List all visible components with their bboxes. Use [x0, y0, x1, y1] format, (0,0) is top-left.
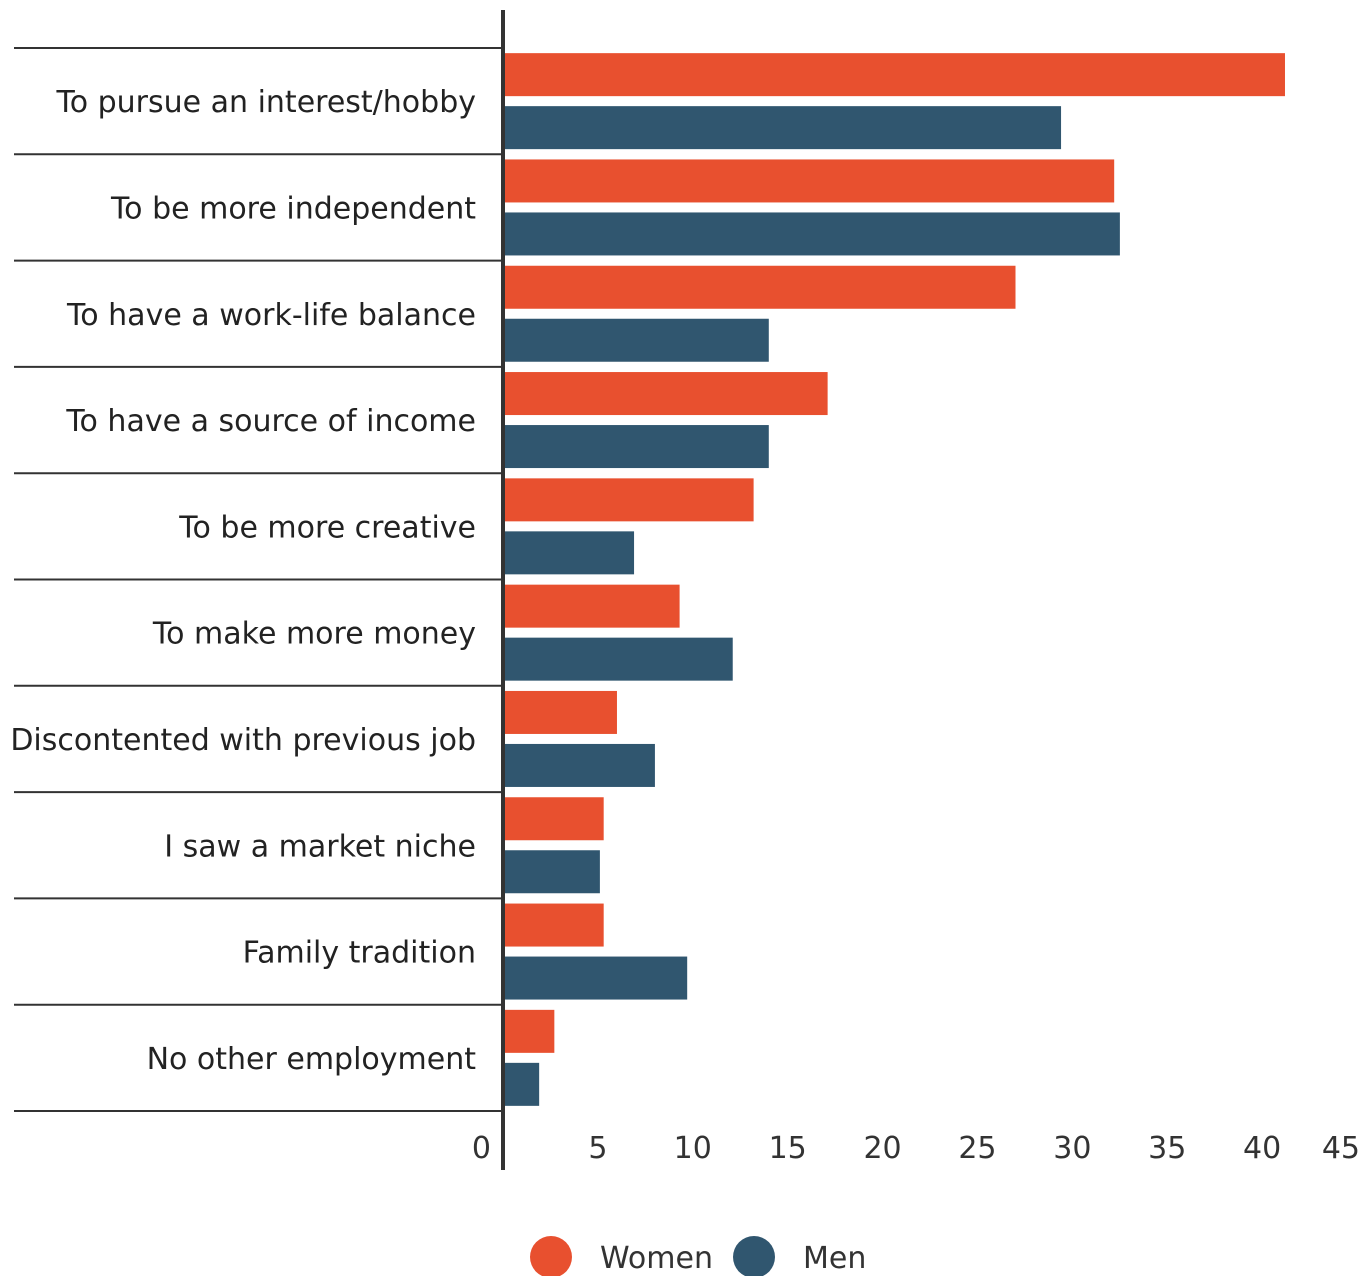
legend: Women Men: [530, 1236, 866, 1276]
bar-men-9: [505, 1062, 540, 1106]
category-separators: [14, 47, 503, 1112]
bar-women-9: [505, 1009, 555, 1053]
legend-label: Men: [803, 1241, 866, 1276]
x-tick-labels: 0 5 10 15 20 25 30 35 40 45: [472, 1131, 1360, 1166]
legend-item-men: Men: [733, 1236, 866, 1276]
bar-women-0: [505, 53, 1285, 97]
bar-men-8: [505, 956, 688, 1000]
category-label: To be more independent: [110, 191, 476, 226]
x-tick-label: 5: [588, 1131, 607, 1166]
x-tick-label: 0: [472, 1131, 491, 1166]
x-tick-label: 20: [863, 1131, 901, 1166]
bar-men-2: [505, 318, 769, 362]
legend-label: Women: [600, 1241, 713, 1276]
legend-swatch: [733, 1236, 775, 1276]
x-tick-label: 15: [769, 1131, 807, 1166]
category-label: I saw a market niche: [164, 829, 476, 864]
bar-men-1: [505, 212, 1120, 256]
bar-women-5: [505, 584, 680, 628]
bar-men-7: [505, 850, 600, 894]
category-label: Family tradition: [243, 936, 476, 971]
category-label: No other employment: [147, 1042, 477, 1077]
bar-men-0: [505, 106, 1062, 150]
bar-women-4: [505, 478, 754, 522]
bar-men-4: [505, 531, 635, 575]
category-label: To have a work-life balance: [66, 298, 476, 333]
bar-women-6: [505, 690, 617, 734]
x-tick-label: 30: [1053, 1131, 1091, 1166]
category-labels: To pursue an interest/hobby To be more in…: [10, 85, 476, 1077]
bar-women-1: [505, 159, 1115, 203]
legend-swatch: [530, 1236, 572, 1276]
bar-women-2: [505, 265, 1016, 309]
bar-women-8: [505, 903, 604, 947]
category-label: To have a source of income: [65, 404, 476, 439]
bar-men-5: [505, 637, 733, 681]
x-tick-label: 35: [1148, 1131, 1186, 1166]
category-label: Discontented with previous job: [10, 723, 476, 758]
bar-men-6: [505, 743, 655, 787]
x-tick-label: 40: [1243, 1131, 1281, 1166]
legend-item-women: Women: [530, 1236, 713, 1276]
category-label: To make more money: [152, 617, 476, 652]
bar-men-3: [505, 425, 769, 469]
x-tick-label: 10: [674, 1131, 712, 1166]
x-tick-label: 45: [1322, 1131, 1360, 1166]
x-tick-label: 25: [958, 1131, 996, 1166]
category-label: To pursue an interest/hobby: [56, 85, 477, 120]
bars: [505, 53, 1285, 1106]
category-label: To be more creative: [178, 510, 476, 545]
bar-women-3: [505, 372, 828, 416]
bar-women-7: [505, 797, 604, 841]
